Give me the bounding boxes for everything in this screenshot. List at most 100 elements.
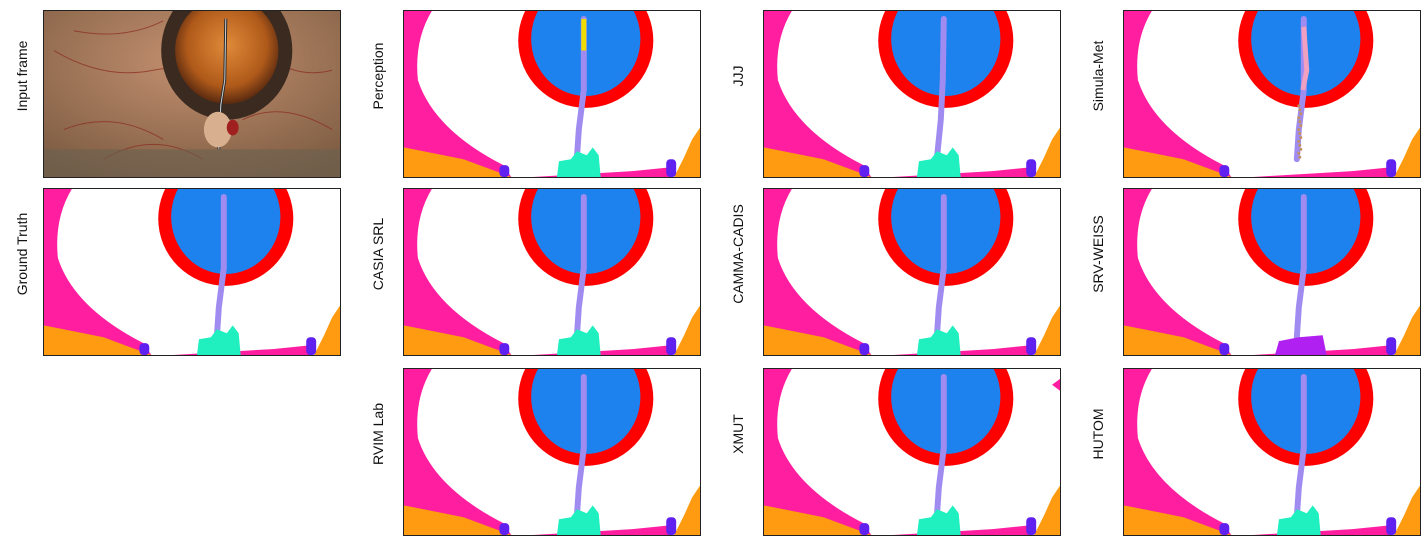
skin-bottom	[893, 345, 1033, 355]
instrument-noise-dot	[1298, 155, 1302, 159]
iris-photo	[175, 11, 279, 104]
instrument-noise-dot	[1297, 128, 1301, 132]
skin-bottom	[533, 345, 673, 355]
label-ground-truth: Ground Truth	[14, 212, 30, 296]
retractor-right	[314, 305, 340, 355]
retractor-right	[674, 485, 700, 535]
retractor-left	[404, 147, 512, 177]
instrument-shaft	[933, 373, 947, 521]
instrument-noise-dot	[1299, 147, 1303, 151]
skin-fragment	[1052, 378, 1060, 391]
skin-region	[764, 369, 872, 535]
panel-camma-cadis	[763, 188, 1061, 356]
instrument-shaft	[933, 193, 947, 341]
panel-ground-truth	[43, 188, 341, 356]
skin-region	[44, 189, 152, 355]
retractor-left	[764, 147, 872, 177]
retractor-tip-left	[859, 165, 870, 177]
hand-region	[556, 325, 601, 355]
instrument-noise-dot	[1297, 116, 1301, 120]
panel-image	[1124, 189, 1420, 355]
retractor-tip-left	[499, 523, 510, 535]
panel-hutom	[1123, 368, 1421, 536]
retractor-left	[764, 325, 872, 355]
retractor-left	[1124, 325, 1232, 355]
retractor-left	[404, 505, 512, 535]
instrument-shaft	[573, 373, 587, 521]
skin-bottom	[1253, 525, 1393, 535]
retractor-tip-left	[1219, 523, 1230, 535]
retractor-tip-right	[1386, 517, 1397, 535]
instrument-noise-dot	[1298, 132, 1302, 136]
retractor-tip-left	[859, 523, 870, 535]
instrument-noise-dot	[1298, 108, 1302, 112]
skin-bottom	[893, 525, 1033, 535]
blood-vessel	[242, 111, 333, 130]
label-xmut: XMUT	[730, 414, 746, 454]
panel-image	[44, 11, 340, 177]
instrument-noise-dot	[1299, 124, 1303, 128]
retractor-right	[674, 305, 700, 355]
label-input: Input frame	[14, 40, 30, 112]
retractor-right	[1394, 305, 1420, 355]
blood-vessel	[63, 121, 164, 140]
panel-image	[764, 11, 1060, 177]
retractor-tip-left	[499, 165, 510, 177]
skin-region	[404, 369, 512, 535]
hand-region	[556, 505, 601, 535]
instrument-noise-dot	[1297, 151, 1301, 155]
skin-region	[1124, 11, 1232, 177]
blood-spot	[226, 119, 239, 136]
panel-input-frame	[43, 10, 341, 178]
instrument-noise-dot	[1298, 143, 1302, 147]
skin-region	[764, 189, 872, 355]
panel-image	[1124, 11, 1420, 177]
label-simula: Simula-Met	[1090, 40, 1106, 112]
label-perception: Perception	[370, 42, 386, 110]
retractor-tip-right	[1026, 517, 1037, 535]
skin-bottom	[533, 525, 673, 535]
retractor-tip-right	[306, 337, 317, 355]
panel-image	[404, 189, 700, 355]
panel-image	[764, 189, 1060, 355]
panel-image	[44, 189, 340, 355]
skin-bottom	[173, 345, 313, 355]
retractor-tip-right	[666, 159, 677, 177]
label-rvim: RVIM Lab	[370, 403, 386, 465]
panel-simula-met	[1123, 10, 1421, 178]
skin-region	[404, 189, 512, 355]
retractor-tip-right	[1026, 159, 1037, 177]
panel-image	[404, 369, 700, 535]
retractor-tip-left	[859, 343, 870, 355]
retractor-tip-right	[666, 337, 677, 355]
panel-image	[764, 369, 1060, 535]
retractor-left	[1124, 505, 1232, 535]
retractor-right	[1394, 127, 1420, 177]
skin-bottom	[893, 167, 1033, 177]
instrument-noise-dot	[1297, 104, 1301, 108]
skin-bottom	[533, 167, 673, 177]
panel-casia-srl	[403, 188, 701, 356]
skin-region	[1124, 189, 1232, 355]
retractor-tip-right	[1386, 337, 1397, 355]
retractor-left	[404, 325, 512, 355]
retractor-right	[1034, 305, 1060, 355]
skin-bottom	[1253, 345, 1393, 355]
panel-jjj	[763, 10, 1061, 178]
skin-region	[1124, 369, 1232, 535]
instrument-shaft	[1293, 193, 1307, 341]
instrument-shaft	[213, 193, 227, 341]
retractor-right	[1394, 485, 1420, 535]
panel-image	[404, 11, 700, 177]
skin-region	[764, 11, 872, 177]
hand-region	[916, 505, 961, 535]
retractor-right	[1034, 485, 1060, 535]
instrument-noise-dot	[1299, 112, 1303, 116]
label-srv: SRV-WEISS	[1090, 215, 1106, 293]
panel-perception	[403, 10, 701, 178]
retractor-left	[44, 325, 152, 355]
hand-region	[556, 147, 601, 177]
retractor-right	[1034, 127, 1060, 177]
hand-photo	[203, 111, 232, 148]
instrument-noise-dot	[1298, 120, 1302, 124]
